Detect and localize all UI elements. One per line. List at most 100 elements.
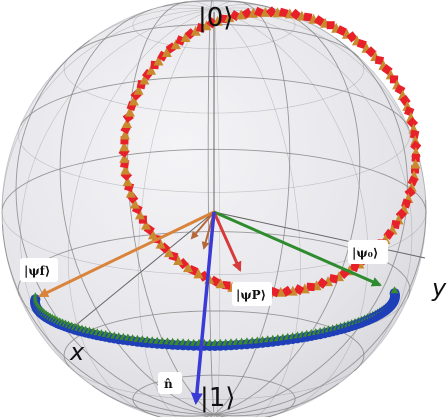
psi-f-label: |ψf⟩ bbox=[24, 264, 50, 278]
trajectory-triangle bbox=[224, 12, 235, 23]
meridian-line bbox=[213, 9, 221, 417]
trajectory-square bbox=[326, 21, 335, 30]
axis-line-y bbox=[213, 211, 426, 259]
trajectory-triangle bbox=[147, 229, 158, 240]
meridian-line bbox=[151, 4, 215, 10]
latitude-line bbox=[132, 6, 296, 50]
trajectory-triangle bbox=[155, 238, 166, 249]
ket-zero-label: |0⟩ bbox=[198, 3, 233, 33]
trajectory-square bbox=[346, 31, 358, 43]
equator-marker-green bbox=[390, 286, 399, 294]
wireframe-back bbox=[1, 0, 426, 417]
axis-y-label: y bbox=[431, 274, 447, 302]
latitude-line bbox=[20, 76, 394, 126]
latitude-line bbox=[63, 310, 352, 367]
psi-0-label: |ψ₀⟩ bbox=[352, 246, 378, 260]
meridian-line bbox=[1, 9, 215, 225]
psi-f-label-box bbox=[20, 258, 58, 282]
vector-n-hat bbox=[190, 211, 216, 405]
trajectory-square bbox=[206, 17, 218, 29]
vector-psi-f bbox=[38, 210, 215, 298]
meridian-line bbox=[20, 9, 215, 386]
meridian-line bbox=[67, 9, 215, 417]
trajectory-triangle bbox=[170, 39, 181, 50]
trajectory-square bbox=[336, 25, 347, 36]
vector-psi-p bbox=[212, 211, 242, 272]
trajectory-triangle bbox=[212, 15, 223, 26]
latitude-line bbox=[392, 110, 410, 129]
trajectory-triangle bbox=[146, 64, 157, 75]
meridian-line bbox=[89, 7, 215, 41]
trajectory-square bbox=[411, 165, 419, 174]
trajectory-square bbox=[196, 23, 206, 33]
meridian-line bbox=[137, 9, 215, 417]
trajectory-triangle bbox=[275, 286, 286, 297]
psi-0-label-box bbox=[348, 240, 388, 264]
n-hat-label: n̂ bbox=[164, 377, 173, 391]
latitude-line bbox=[266, 388, 296, 417]
trajectory-triangle bbox=[122, 176, 133, 187]
small-arrow-1 bbox=[190, 211, 215, 240]
meridian-line bbox=[59, 9, 277, 417]
psi-p-label: |ψP⟩ bbox=[236, 288, 266, 302]
latitude-line bbox=[63, 52, 365, 114]
trajectory-square bbox=[409, 129, 420, 140]
ket-one-label: |1⟩ bbox=[200, 383, 235, 413]
trajectory-triangle bbox=[183, 262, 193, 273]
trajectory-triangle bbox=[133, 84, 144, 95]
trajectory-triangle bbox=[128, 95, 139, 106]
trajectory-triangle bbox=[201, 20, 212, 31]
trajectory-triangle bbox=[124, 106, 135, 117]
trajectory-square bbox=[349, 261, 360, 273]
meridian-line bbox=[209, 0, 291, 417]
trajectory-square bbox=[313, 15, 325, 27]
trajectory-square bbox=[406, 117, 419, 129]
trajectory-triangle bbox=[122, 118, 132, 128]
trajectory-triangle bbox=[180, 32, 191, 42]
trajectory-square bbox=[278, 7, 289, 18]
trajectory-triangle bbox=[161, 47, 172, 57]
trajectory-triangle bbox=[120, 129, 130, 140]
meridian-line bbox=[213, 9, 369, 415]
trajectory-triangle bbox=[410, 158, 421, 169]
trajectory-square bbox=[374, 55, 385, 66]
trajectory-triangle bbox=[260, 6, 271, 17]
trajectory-square bbox=[306, 282, 315, 292]
axis-x-label: x bbox=[69, 338, 85, 366]
trajectory-triangle bbox=[236, 9, 247, 20]
vector-psi-0 bbox=[213, 210, 382, 287]
trajectory-triangle bbox=[119, 141, 130, 152]
trajectory-triangle bbox=[193, 268, 204, 279]
latitude-line bbox=[1, 148, 408, 209]
trajectory-square bbox=[138, 215, 147, 224]
trajectory-square bbox=[411, 153, 421, 163]
trajectory-triangle bbox=[215, 278, 226, 289]
trajectory-triangle bbox=[129, 198, 140, 209]
latitude-line bbox=[392, 265, 411, 299]
trajectory-triangle bbox=[248, 7, 259, 18]
trajectory-triangle bbox=[139, 74, 150, 85]
axis-line-x bbox=[69, 211, 215, 331]
psi-p-label-box bbox=[232, 282, 272, 306]
n-hat-label-box bbox=[158, 372, 182, 394]
trajectory-square bbox=[407, 175, 419, 187]
meridian-line bbox=[1, 199, 427, 415]
trajectory-square bbox=[209, 275, 221, 287]
trajectory-triangle bbox=[119, 152, 130, 163]
trajectory-square bbox=[303, 12, 313, 22]
trajectory-triangle bbox=[173, 255, 184, 265]
trajectory-triangle bbox=[135, 209, 145, 220]
trajectory-markers bbox=[118, 6, 422, 298]
latitude-line bbox=[17, 125, 411, 193]
meridian-line bbox=[213, 9, 413, 384]
trajectory-square bbox=[410, 140, 422, 152]
trajectory-square bbox=[328, 273, 339, 284]
trajectory-square bbox=[356, 38, 367, 50]
trajectory-square bbox=[293, 284, 305, 296]
trajectory-triangle bbox=[190, 25, 201, 36]
trajectory-triangle bbox=[120, 164, 131, 175]
trajectory-triangle bbox=[164, 247, 174, 258]
trajectory-triangle bbox=[125, 187, 136, 198]
